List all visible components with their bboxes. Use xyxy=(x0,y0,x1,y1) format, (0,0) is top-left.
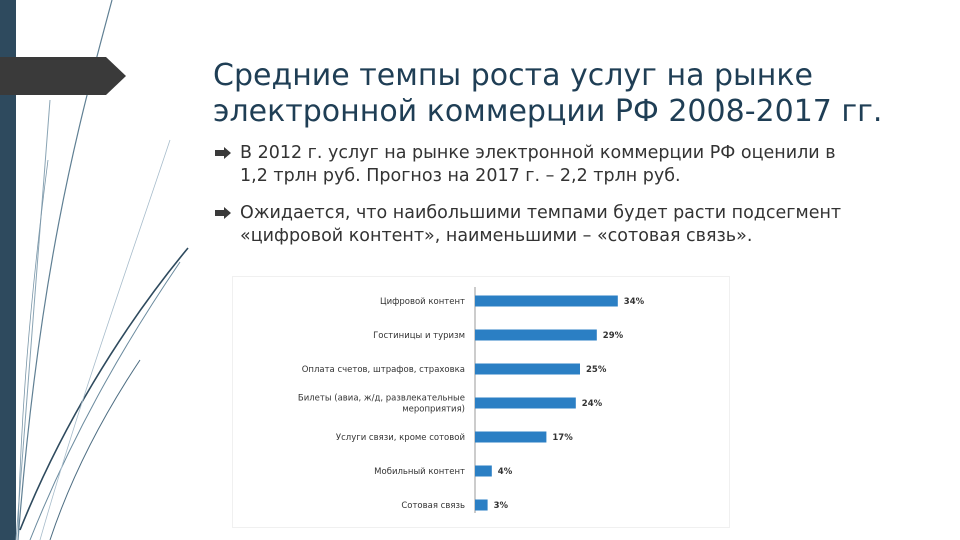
value-label: 25% xyxy=(586,365,607,375)
bullet-text-line2: 1,2 трлн руб. Прогноз на 2017 г. – 2,2 т… xyxy=(240,166,681,186)
value-label: 3% xyxy=(494,501,509,511)
bullet-list: В 2012 г. услуг на рынке электронной ком… xyxy=(213,142,913,262)
left-accent-band xyxy=(0,0,16,540)
bullet-arrow-icon xyxy=(215,147,231,159)
slide-title: Средние темпы роста услуг на рынке элект… xyxy=(213,58,933,130)
chart-bar xyxy=(475,363,580,375)
bullet-item: В 2012 г. услуг на рынке электронной ком… xyxy=(213,142,913,188)
category-label: Гостиницы и туризм xyxy=(373,331,465,341)
slide-title-line1: Средние темпы роста услуг на рынке xyxy=(213,58,813,93)
chart-bar xyxy=(475,397,576,409)
bullet-arrow-icon xyxy=(215,207,231,219)
bullet-text-line1: В 2012 г. услуг на рынке электронной ком… xyxy=(240,143,836,163)
value-label: 29% xyxy=(603,331,624,341)
value-label: 4% xyxy=(498,467,513,477)
value-label: 17% xyxy=(552,433,573,443)
decorative-lines xyxy=(15,0,189,540)
value-label: 34% xyxy=(624,297,645,307)
category-label: Сотовая связь xyxy=(401,501,465,511)
chart-bar xyxy=(475,329,597,341)
title-marker-arrow xyxy=(0,57,126,95)
chart-bar xyxy=(475,295,618,307)
bar-chart-svg: Цифровой контент 34% Гостиницы и туризм 29%… xyxy=(298,287,645,513)
value-label: 24% xyxy=(582,399,603,409)
bullet-text-line1: Ожидается, что наибольшими темпами будет… xyxy=(240,203,842,223)
category-label: Мобильный контент xyxy=(374,467,465,477)
chart-bar xyxy=(475,499,488,511)
category-label: Услуги связи, кроме сотовой xyxy=(336,433,465,443)
category-label: Оплата счетов, штрафов, страховка xyxy=(302,365,465,375)
slide-title-line2: электронной коммерции РФ 2008-2017 гг. xyxy=(213,94,883,129)
bullet-text-line2: «цифровой контент», наименьшими – «сотов… xyxy=(240,226,753,246)
category-label: мероприятия) xyxy=(402,405,465,415)
chart-bar xyxy=(475,465,492,477)
category-label: Билеты (авиа, ж/д, развлекательные xyxy=(298,394,465,404)
chart-bar xyxy=(475,431,547,443)
growth-rate-chart: Цифровой контент 34% Гостиницы и туризм 29%… xyxy=(232,276,730,528)
category-label: Цифровой контент xyxy=(380,297,465,307)
bullet-item: Ожидается, что наибольшими темпами будет… xyxy=(213,202,913,248)
